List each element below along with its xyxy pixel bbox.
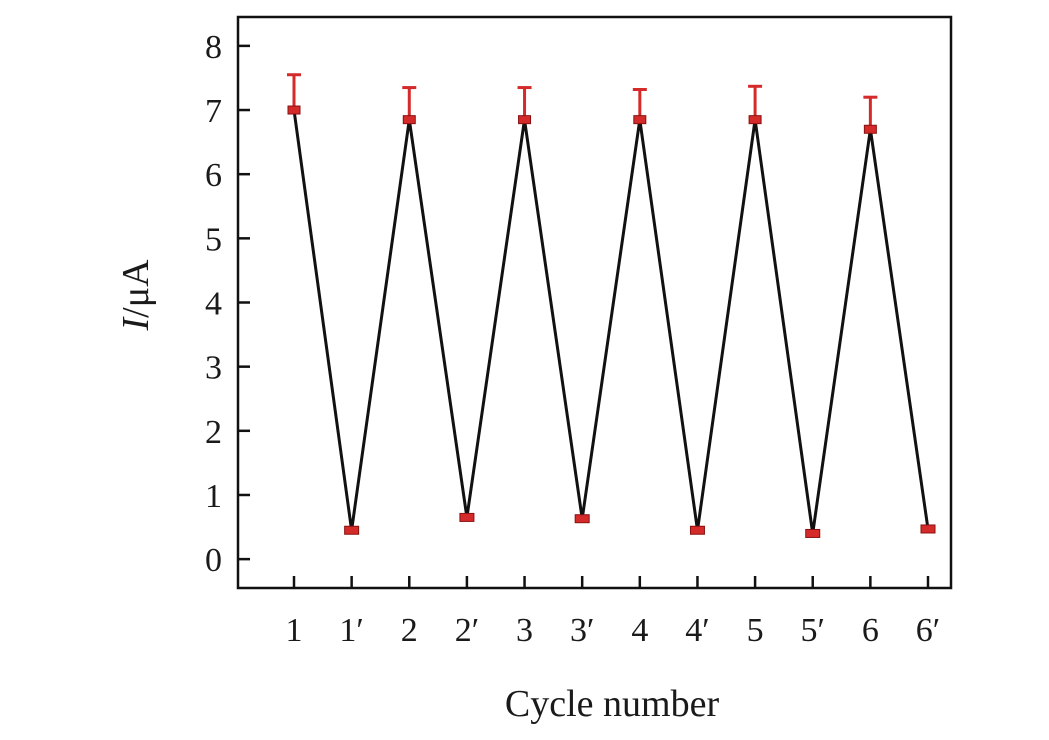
data-point — [689, 525, 705, 535]
y-tick-label: 8 — [205, 29, 222, 66]
y-tick-label: 6 — [205, 157, 222, 194]
x-tick-label: 3′ — [570, 612, 594, 649]
x-tick-label: 4′ — [685, 612, 709, 649]
data-point — [920, 524, 936, 534]
y-axis: 0 1 2 3 4 5 6 7 8 — [205, 29, 250, 579]
data-point — [574, 514, 590, 524]
data-point — [459, 512, 475, 522]
data-series — [287, 73, 936, 538]
x-tick-label: 4 — [631, 612, 648, 649]
x-tick-label: 1′ — [339, 612, 363, 649]
y-axis-title-unit: /μA — [115, 259, 157, 318]
x-tick-label: 6 — [862, 612, 879, 649]
y-tick-label: 0 — [205, 542, 222, 579]
y-tick-label: 4 — [205, 286, 222, 323]
y-tick-label: 5 — [205, 221, 222, 258]
x-axis-title: Cycle number — [505, 683, 720, 725]
x-tick-label: 2 — [401, 612, 418, 649]
y-tick-label: 3 — [205, 350, 222, 387]
data-point — [748, 115, 762, 125]
x-tick-label: 1 — [286, 612, 303, 649]
series-line — [292, 109, 930, 534]
data-point — [287, 105, 301, 115]
y-tick-label: 1 — [205, 478, 222, 515]
y-tick-label: 2 — [205, 414, 222, 451]
x-tick-label: 5 — [747, 612, 764, 649]
y-tick-label: 7 — [205, 93, 222, 130]
x-tick-label: 6′ — [916, 612, 940, 649]
data-point — [863, 124, 877, 134]
data-point — [805, 528, 821, 538]
plot-frame — [236, 15, 953, 590]
y-axis-title: I/μA — [115, 259, 157, 332]
x-axis: 1 1′ 2 2′ 3 3′ 4 4′ 5 5′ 6 6′ — [286, 576, 940, 649]
x-tick-label: 2′ — [455, 612, 479, 649]
data-point — [518, 115, 532, 125]
x-tick-label: 5′ — [801, 612, 825, 649]
x-tick-label: 3 — [516, 612, 533, 649]
data-point — [344, 525, 360, 535]
y-axis-title-symbol: I — [115, 316, 157, 332]
data-point — [402, 115, 416, 125]
data-point — [633, 115, 647, 125]
